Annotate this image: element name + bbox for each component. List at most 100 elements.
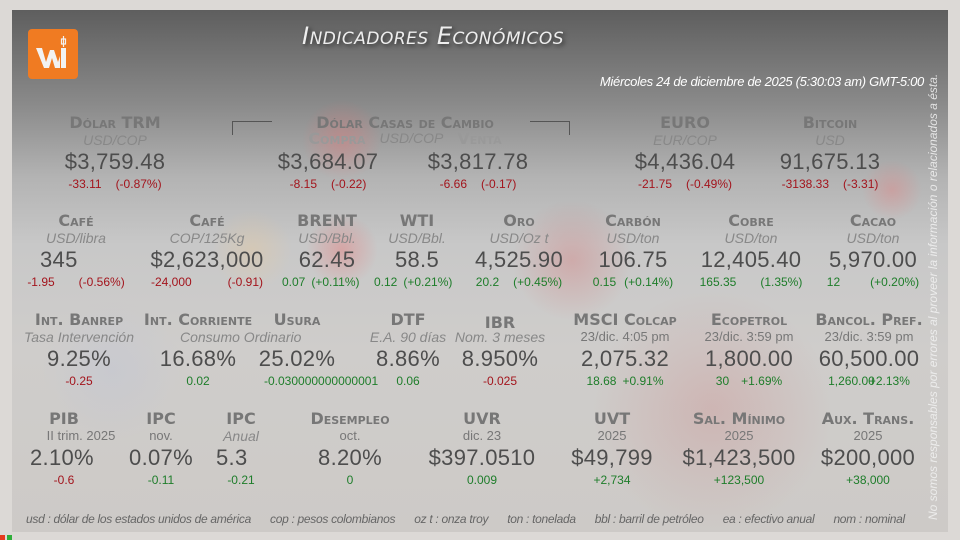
indicator-title: Int. Corriente <box>143 310 253 329</box>
disclaimer: No somos responsables por errores al pro… <box>926 73 940 520</box>
indicator-title: Oro <box>503 211 535 230</box>
indicator-cafe-cop: Café COP/125Kg $2,623,000 -24,000 (-0.91) <box>140 212 274 290</box>
indicator-change: -33.11 <box>68 177 102 191</box>
indicator-title: Desempleo <box>310 409 390 428</box>
indicator-value: $4,436.04 <box>634 149 736 174</box>
legend-item: ton : tonelada <box>507 512 576 526</box>
indicator-value: $3,759.48 <box>64 149 166 174</box>
indicator-bitcoin: Bitcoin USD 91,675.13 -3138.33 (-3.31) <box>760 114 900 192</box>
indicator-ecopetrol: Ecopetrol 23/dic. 3:59 pm 1,800.00 30 +1.… <box>690 311 808 389</box>
indicator-title: Sal. Mínimo <box>692 409 786 428</box>
indicator-sub: USD/Bbl. <box>298 230 356 246</box>
indicator-sub: USD/COP <box>379 130 444 146</box>
indicator-sub: USD/ton <box>846 230 900 246</box>
indicator-change: 1,260.00 <box>828 374 875 388</box>
indicator-title: Bitcoin <box>802 113 858 132</box>
indicator-change: 0 <box>346 473 354 487</box>
indicator-sub: 2025 <box>724 428 754 443</box>
compra-label: Compra <box>308 129 366 148</box>
legend-item: cop : pesos colombianos <box>270 512 396 526</box>
indicator-dtf: DTF E.A. 90 días 8.86% 0.06 <box>360 311 456 389</box>
indicator-change: 0.12 <box>374 275 398 289</box>
indicator-change: 165.35 <box>699 275 737 289</box>
flag-green-icon <box>7 535 12 540</box>
indicator-venta: $3,817.78 -6.66 (-0.17) <box>408 148 548 192</box>
indicator-change: -8.15 <box>289 177 317 191</box>
indicator-usura: Usura 25.02% -0.030000000000001 <box>254 310 379 389</box>
indicator-pct: (+0.20%) <box>870 275 920 289</box>
indicator-compra: $3,684.07 -8.15 (-0.22) <box>258 148 398 192</box>
indicator-ipc-anual: IPC Anual 5.3 -0.21 <box>206 410 276 488</box>
indicator-change: -21.75 <box>637 177 672 191</box>
indicator-change: -0.25 <box>65 374 93 388</box>
indicator-pct: (-0.49%) <box>686 177 733 191</box>
indicator-value: $1,423,500 <box>682 445 796 470</box>
indicator-value: 106.75 <box>598 247 668 272</box>
indicator-change: 0.07 <box>282 275 306 289</box>
indicator-change: 18.68 <box>586 374 617 388</box>
indicator-sub: 2025 <box>853 428 883 443</box>
indicator-aux-trans: Aux. Trans. 2025 $200,000 +38,000 <box>808 410 928 488</box>
indicator-title: Cacao <box>849 211 897 230</box>
indicator-change: +38,000 <box>846 473 890 487</box>
indicator-change: -1.95 <box>27 275 55 289</box>
indicator-sub: USD/Oz t <box>489 230 549 246</box>
indicator-change: -0.025 <box>482 374 518 388</box>
indicator-title: IPC <box>226 409 256 428</box>
indicator-value: 8.86% <box>376 346 440 371</box>
page-title: Indicadores Económicos <box>302 22 565 50</box>
indicator-dolar-casas-cambio: Dólar Casas de Cambio Compra USD/COP Ven… <box>270 114 540 148</box>
indicator-value: 9.25% <box>47 346 111 371</box>
indicator-value: 2.10% <box>30 445 94 470</box>
abbreviations-legend: usd : dólar de los estados unidos de amé… <box>26 512 921 526</box>
indicator-pct: (-0.56%) <box>78 275 125 289</box>
indicator-brent: BRENT USD/Bbl. 62.45 0.07 (+0.11%) <box>282 212 372 290</box>
indicator-title: UVT <box>593 409 631 428</box>
indicator-sub: USD <box>815 132 845 148</box>
indicator-ipc-mensual: IPC nov. 0.07% -0.11 <box>126 410 196 488</box>
indicator-sub: COP/125Kg <box>169 230 245 246</box>
indicator-uvr: UVR dic. 23 $397.0510 0.009 <box>420 410 544 488</box>
indicator-title: Dólar Casas de Cambio <box>316 113 494 132</box>
indicator-carbon: Carbón USD/ton 106.75 0.15 (+0.14%) <box>580 212 686 290</box>
indicator-sub: Tasa Intervención <box>24 329 134 345</box>
indicator-pct: (-0.91) <box>227 275 264 289</box>
indicator-value: 5,970.00 <box>828 247 918 272</box>
indicator-value: $200,000 <box>820 445 916 470</box>
indicator-title: PIB <box>49 409 79 428</box>
legend-item: usd : dólar de los estados unidos de amé… <box>26 512 251 526</box>
indicator-change: +2,734 <box>593 473 631 487</box>
bracket-left <box>232 121 272 135</box>
indicator-value: $2,623,000 <box>150 247 264 272</box>
indicator-value: 8.950% <box>461 346 539 371</box>
indicator-value: 4,525.90 <box>474 247 564 272</box>
indicator-change: 12 <box>826 275 841 289</box>
indicator-value: 58.5 <box>394 247 440 272</box>
indicator-sub: 23/dic. 3:59 pm <box>824 329 914 344</box>
indicator-title: MSCI Colcap <box>573 310 677 329</box>
venta-label: Venta <box>457 129 502 148</box>
indicator-sub: oct. <box>339 428 361 443</box>
indicator-change: -0.030000000000001 <box>264 374 379 388</box>
indicator-oro: Oro USD/Oz t 4,525.90 20.2 (+0.45%) <box>466 212 572 290</box>
indicator-value: $49,799 <box>571 445 653 470</box>
indicator-value: 1,800.00 <box>704 346 794 371</box>
indicator-value: 2,075.32 <box>580 346 670 371</box>
indicator-sub: dic. 23 <box>462 428 502 443</box>
indicator-title: Usura <box>273 310 321 329</box>
indicator-change: -6.66 <box>439 177 467 191</box>
indicator-euro: EURO EUR/COP $4,436.04 -21.75 (-0.49%) <box>615 114 755 192</box>
indicator-sub: Nom. 3 meses <box>454 329 546 345</box>
indicator-title: IPC <box>146 409 176 428</box>
indicator-sub: USD/ton <box>606 230 660 246</box>
indicator-bancol-pref: Bancol. Pref. 23/dic. 3:59 pm 60,500.00 … <box>810 311 928 389</box>
indicator-title: UVR <box>463 409 501 428</box>
legend-item: oz t : onza troy <box>414 512 489 526</box>
datetime: Miércoles 24 de diciembre de 2025 (5:30:… <box>599 74 924 89</box>
indicator-value: 345 <box>40 247 78 272</box>
indicator-change: 30 <box>715 374 730 388</box>
indicator-change: -3138.33 <box>781 177 830 191</box>
indicator-pib: PIB II trim. 2025 2.10% -0.6 <box>24 410 124 488</box>
legend-item: ea : efectivo anual <box>722 512 815 526</box>
indicator-change: -0.11 <box>147 473 175 487</box>
